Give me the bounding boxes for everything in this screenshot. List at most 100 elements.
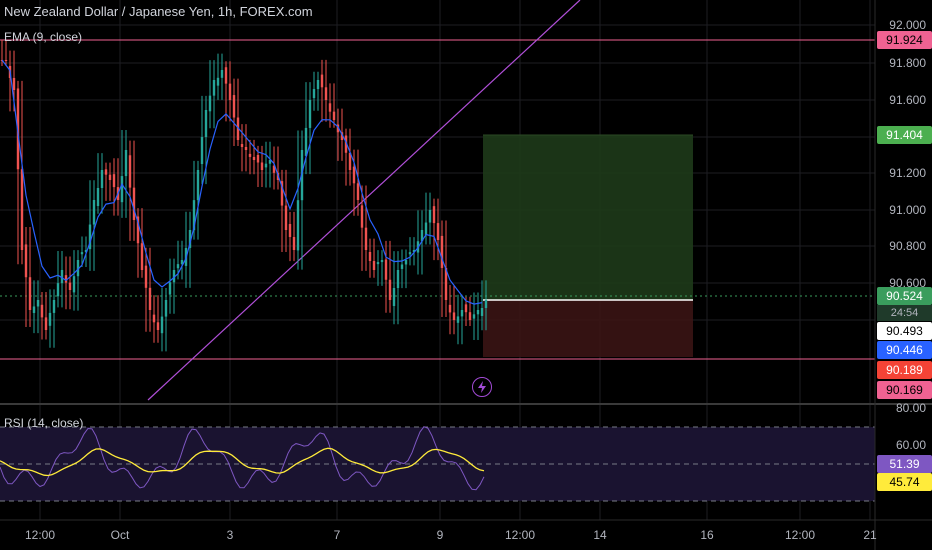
lightning-bolt-icon[interactable] [472, 377, 492, 397]
price-tick: 90.600 [889, 276, 926, 290]
candle-body [80, 252, 84, 255]
candle-body [76, 260, 80, 277]
candle-body [320, 74, 324, 88]
candle-body [284, 205, 288, 230]
candle-body [124, 150, 128, 177]
candle-body [280, 181, 284, 206]
candle-body [24, 244, 28, 278]
price-tick: 91.800 [889, 56, 926, 70]
candle-body [360, 205, 364, 228]
candle-body [144, 265, 148, 288]
candle-body [472, 314, 476, 319]
candle-body [40, 304, 44, 318]
candle-body [288, 224, 292, 238]
ema-price-tag: 90.446 [877, 341, 932, 359]
price-tick: 92.000 [889, 18, 926, 32]
candle-body [380, 260, 384, 263]
candle-body [376, 262, 380, 265]
candle-body [224, 67, 228, 84]
rsi-band [0, 427, 875, 501]
candle-body [60, 270, 64, 284]
candle-body [468, 312, 472, 320]
candle-body [192, 200, 196, 231]
candle-body [256, 154, 260, 163]
candle-body [436, 223, 440, 240]
candle-body [340, 132, 344, 140]
candle-body [220, 70, 224, 78]
candle-body [448, 304, 452, 313]
candle-body [136, 216, 140, 244]
candle-body [236, 117, 240, 140]
candle-body [456, 316, 460, 323]
candle-body [152, 314, 156, 323]
candle-body [120, 176, 124, 203]
candle-body [388, 279, 392, 300]
candle-body [48, 312, 52, 326]
support-price-tag: 90.169 [877, 381, 932, 399]
candle-body [160, 316, 164, 334]
candle-body [200, 137, 204, 165]
time-tick: 9 [436, 528, 444, 542]
candle-body [36, 300, 40, 307]
candle-body [296, 200, 300, 251]
rsi-tick: 60.00 [895, 438, 926, 452]
candle-body [404, 260, 408, 265]
candle-body [452, 312, 456, 320]
candle-body [384, 259, 388, 280]
time-tick: 12:00 [24, 528, 56, 542]
candle-body [356, 183, 360, 200]
candle-body [336, 124, 340, 133]
candle-body [444, 267, 448, 300]
rsi-ma-line [0, 447, 485, 477]
candle-body [264, 163, 268, 168]
stop-loss-price-tag: 90.189 [877, 361, 932, 379]
candle-body [420, 230, 424, 242]
candle-body [372, 260, 376, 270]
price-tick: 90.800 [889, 239, 926, 253]
candle-body [104, 169, 108, 175]
candle-body [196, 170, 200, 201]
candle-body [172, 270, 176, 283]
symbol-title[interactable]: New Zealand Dollar / Japanese Yen, 1h, F… [4, 4, 313, 19]
candle-body [244, 147, 248, 150]
candle-body [132, 187, 136, 220]
ema-indicator-label[interactable]: EMA (9, close) [4, 30, 83, 44]
candle-body [12, 77, 16, 90]
candle-body [328, 103, 332, 112]
candle-body [72, 276, 76, 293]
candle-body [332, 111, 336, 120]
last-price-tag: 90.524 [877, 287, 932, 305]
time-tick: 7 [333, 528, 341, 542]
candle-body [108, 174, 112, 180]
candle-body [112, 174, 116, 188]
candle-body [268, 160, 272, 164]
candle-body [148, 287, 152, 310]
candle-body [484, 300, 488, 308]
candle-body [292, 237, 296, 250]
candle-body [32, 306, 36, 313]
candle-body [344, 135, 348, 153]
candle-body [316, 80, 320, 90]
candle-body [428, 210, 432, 223]
candle-body [168, 282, 172, 295]
price-tick: 91.000 [889, 203, 926, 217]
candle-body [88, 224, 92, 250]
rsi-indicator-label[interactable]: RSI (14, close) [4, 416, 84, 430]
candle-body [464, 304, 468, 313]
candle-body [424, 222, 428, 236]
candle-body [272, 165, 276, 173]
candle-body [240, 144, 244, 148]
candle-body [208, 95, 212, 112]
resistance-price-tag: 91.924 [877, 31, 932, 49]
candle-body [324, 87, 328, 100]
candle-body [52, 300, 56, 313]
candle-body [140, 243, 144, 270]
candle-body [408, 252, 412, 255]
rsi-line [0, 426, 485, 491]
candle-body [156, 322, 160, 330]
candle-body [84, 250, 88, 253]
rsi-tick: 80.00 [895, 401, 926, 415]
candle-body [28, 277, 32, 310]
